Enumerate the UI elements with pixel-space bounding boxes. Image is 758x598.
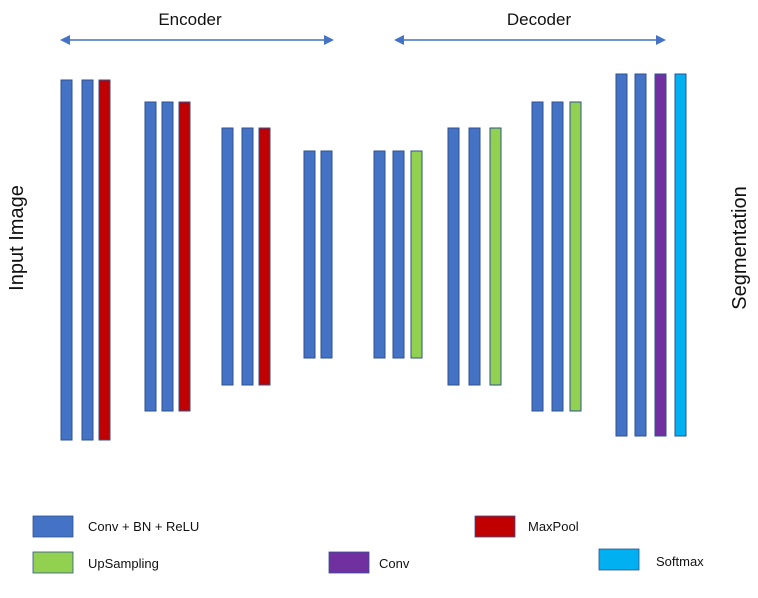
encoder-stage-1-conv-bn-relu-layer xyxy=(60,79,73,441)
legend-label-softmax: Softmax xyxy=(656,554,704,569)
legend-swatch-softmax xyxy=(598,548,640,571)
legend: Conv + BN + ReLU MaxPool UpSampling Conv… xyxy=(32,515,704,574)
decoder-stage-7-conv-bn-relu-layer xyxy=(551,101,564,412)
legend-label-conv-bn-relu: Conv + BN + ReLU xyxy=(88,519,199,534)
encoder-stage-4-conv-bn-relu-layer xyxy=(320,150,333,359)
encoder-stage-3-maxpool-layer xyxy=(258,127,271,386)
decoder-stage-8-conv-bn-relu-layer xyxy=(634,73,647,437)
decoder-stage-7-upsampling-layer xyxy=(569,101,582,412)
decoder-stage-7-conv-bn-relu-layer xyxy=(531,101,544,412)
legend-swatch-upsampling xyxy=(32,551,74,574)
decoder-stage-6-upsampling-layer xyxy=(489,127,502,386)
decoder-stage-8-conv-bn-relu-layer xyxy=(615,73,628,437)
decoder-stage-8-conv-layer xyxy=(654,73,667,437)
encoder-stage-4-conv-bn-relu-layer xyxy=(303,150,316,359)
decoder-stage-5-conv-bn-relu-layer xyxy=(373,150,386,359)
encoder-stage-3-conv-bn-relu-layer xyxy=(221,127,234,386)
decoder-stage-6-conv-bn-relu-layer xyxy=(447,127,460,386)
decoder-stage-8-softmax-layer xyxy=(674,73,687,437)
input-image-label: Input Image xyxy=(6,185,28,291)
legend-label-upsampling: UpSampling xyxy=(88,556,159,571)
layer-bars xyxy=(60,73,687,441)
legend-swatch-conv-bn-relu xyxy=(32,515,74,538)
encoder-stage-1-maxpool-layer xyxy=(98,79,111,441)
encoder-stage-2-maxpool-layer xyxy=(178,101,191,412)
encoder-stage-2-conv-bn-relu-layer xyxy=(161,101,174,412)
legend-swatch-conv xyxy=(328,551,370,574)
legend-label-maxpool: MaxPool xyxy=(528,519,579,534)
decoder-stage-6-conv-bn-relu-layer xyxy=(468,127,481,386)
decoder-stage-5-upsampling-layer xyxy=(410,150,423,359)
legend-label-conv: Conv xyxy=(379,556,410,571)
segmentation-label: Segmentation xyxy=(729,186,751,309)
encoder-stage-1-conv-bn-relu-layer xyxy=(81,79,94,441)
encoder-stage-3-conv-bn-relu-layer xyxy=(241,127,254,386)
legend-swatch-maxpool xyxy=(474,515,516,538)
encoder-stage-2-conv-bn-relu-layer xyxy=(144,101,157,412)
decoder-label: Decoder xyxy=(507,10,572,29)
encoder-label: Encoder xyxy=(158,10,222,29)
decoder-stage-5-conv-bn-relu-layer xyxy=(392,150,405,359)
